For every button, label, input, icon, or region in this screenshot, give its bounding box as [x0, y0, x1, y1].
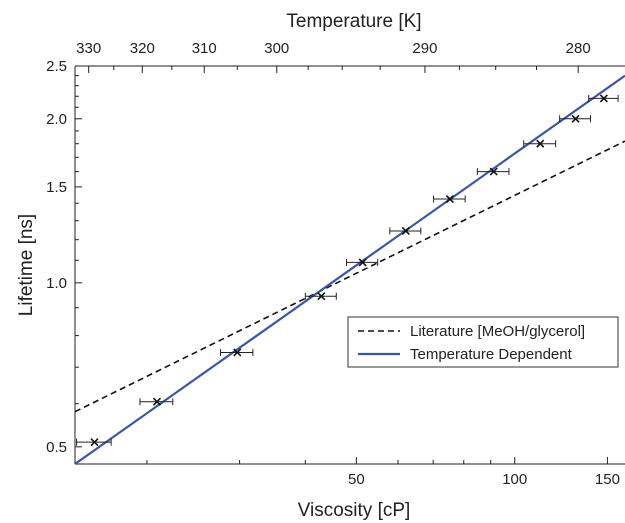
top-tick-label: 290 [412, 40, 437, 57]
data-point-marker [571, 114, 580, 123]
top-tick-label: 310 [192, 40, 217, 57]
x-tick-label: 50 [348, 471, 365, 488]
top-tick-label: 300 [264, 40, 289, 57]
data-point-marker [401, 226, 410, 236]
top-tick-label: 280 [566, 40, 591, 57]
data-point-marker [445, 194, 454, 204]
y-tick-label: 2.0 [46, 111, 67, 128]
legend-box [347, 316, 619, 368]
x-axis-title: Viscosity [cP] [298, 500, 411, 521]
data-point-marker [489, 167, 498, 176]
y-axis-title: Lifetime [ns] [16, 214, 37, 316]
data-point-marker [233, 348, 242, 357]
temperature-dependent-line [75, 74, 625, 464]
top-tick-label: 320 [130, 40, 155, 57]
x-tick-label: 100 [502, 471, 527, 488]
y-tick-label: 1.5 [46, 179, 67, 196]
y-tick-label: 1.0 [46, 275, 67, 292]
data-point-marker [90, 438, 99, 447]
top-tick-label: 330 [76, 40, 101, 57]
data-point-marker [317, 292, 326, 301]
top-axis-title: Temperature [K] [286, 11, 421, 32]
legend: Literature [MeOH/glycerol] Temperature D… [347, 316, 619, 368]
data-point-marker [536, 139, 545, 148]
literature-line [75, 140, 625, 413]
data-point-marker [599, 94, 608, 103]
data-point-marker [358, 258, 367, 267]
legend-label-literature: Literature [MeOH/glycerol] [410, 323, 585, 340]
y-tick-label: 0.5 [46, 439, 67, 456]
y-tick-label: 2.5 [46, 58, 67, 75]
plot-area: 0.5 1.0 1.5 2.0 2.5 50 100 150 330 320 310 300 290 28… [46, 40, 625, 488]
data-point-marker [152, 397, 162, 406]
legend-label-temperature-dependent: Temperature Dependent [410, 346, 573, 363]
x-tick-label: 150 [595, 471, 620, 488]
